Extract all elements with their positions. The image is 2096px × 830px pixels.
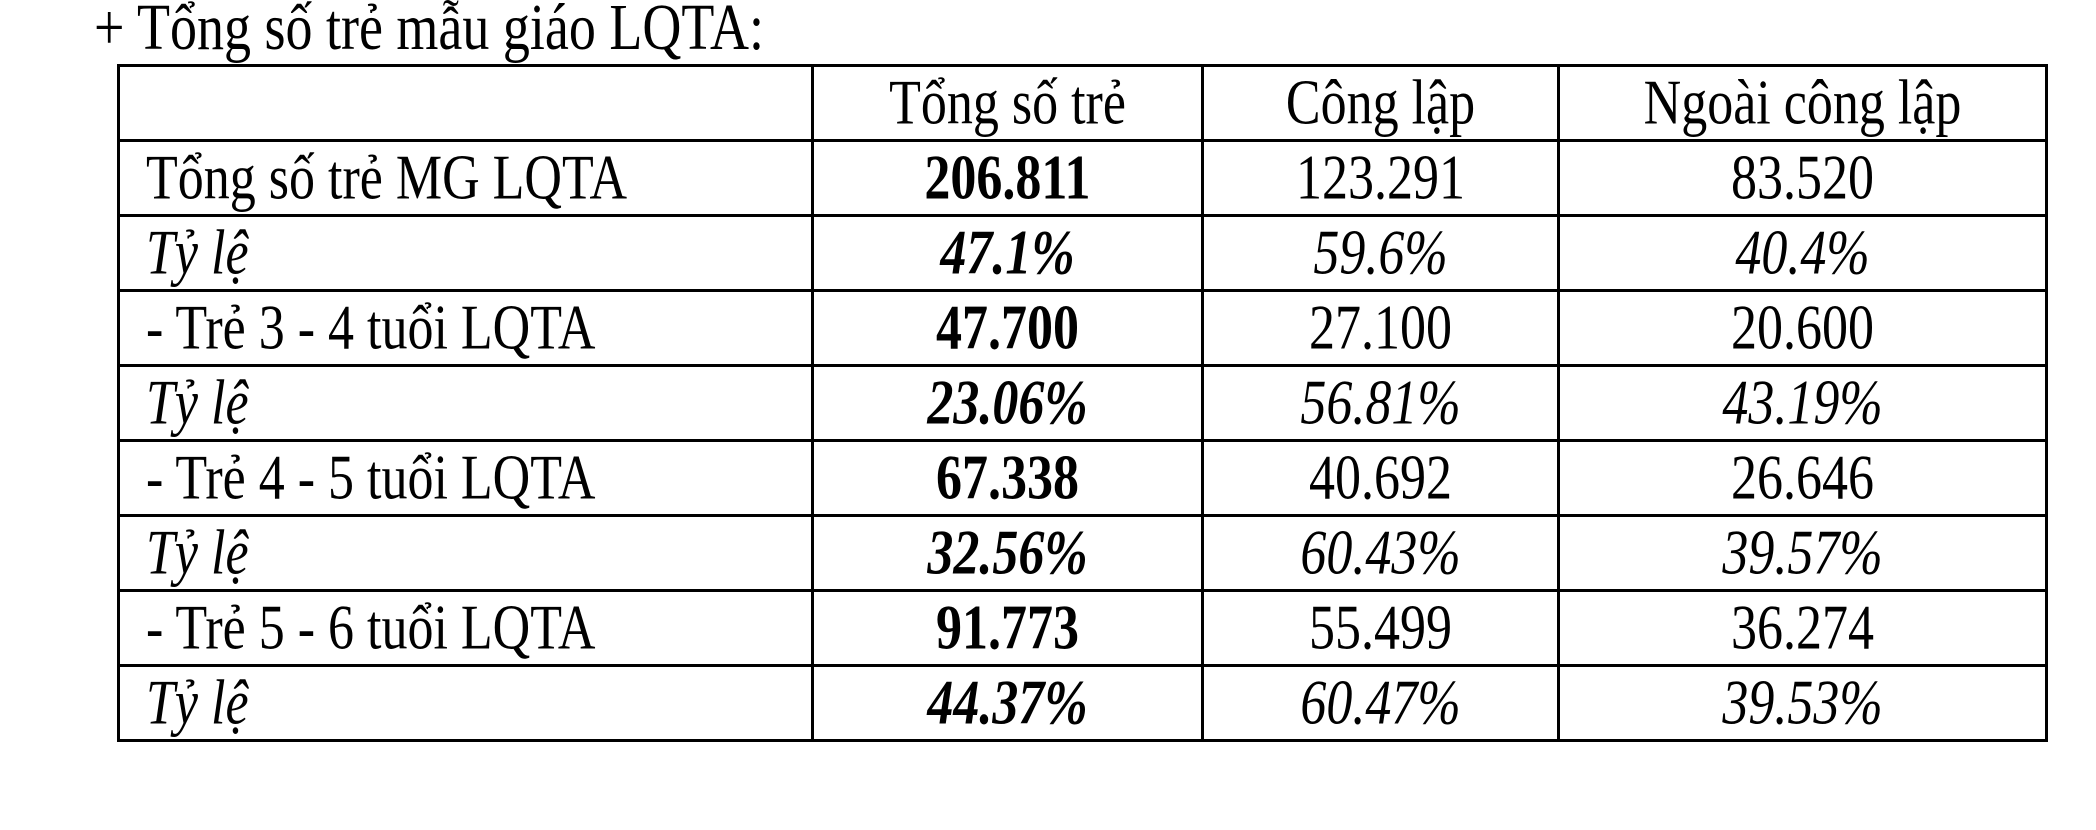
row-label-cell: Tỷ lệ	[117, 214, 814, 292]
public-cell: 59.6%	[1201, 214, 1560, 292]
row-label-cell: - Trẻ 3 - 4 tuổi LQTA	[117, 289, 814, 367]
public-value: 60.43%	[1300, 518, 1461, 588]
public-cell: 40.692	[1201, 439, 1560, 517]
row-label: - Trẻ 4 - 5 tuổi LQTA	[146, 443, 596, 513]
row-label-cell: Tỷ lệ	[117, 364, 814, 442]
nonpublic-cell: 26.646	[1557, 439, 2048, 517]
total-cell: 47.700	[811, 289, 1204, 367]
row-label-cell: Tỷ lệ	[117, 514, 814, 592]
total-value: 206.811	[924, 143, 1091, 213]
nonpublic-value: 39.53%	[1722, 668, 1883, 738]
total-cell: 206.811	[811, 139, 1204, 217]
public-cell: 123.291	[1201, 139, 1560, 217]
table-row: - Trẻ 5 - 6 tuổi LQTA 91.773 55.499 36.2…	[117, 589, 2048, 667]
total-value: 32.56%	[927, 518, 1088, 588]
public-cell: 55.499	[1201, 589, 1560, 667]
row-label-cell: - Trẻ 4 - 5 tuổi LQTA	[117, 439, 814, 517]
table-row: - Trẻ 4 - 5 tuổi LQTA 67.338 40.692 26.6…	[117, 439, 2048, 517]
nonpublic-value: 43.19%	[1722, 368, 1883, 438]
header-empty-cell	[117, 64, 814, 142]
total-cell: 91.773	[811, 589, 1204, 667]
table-row: Tỷ lệ 23.06% 56.81% 43.19%	[117, 364, 2048, 442]
row-label: - Trẻ 5 - 6 tuổi LQTA	[146, 593, 596, 663]
section-title-text: + Tổng số trẻ mẫu giáo LQTA:	[94, 0, 765, 64]
row-label: - Trẻ 3 - 4 tuổi LQTA	[146, 293, 596, 363]
public-value: 123.291	[1296, 143, 1465, 213]
total-cell: 67.338	[811, 439, 1204, 517]
header-total-cell: Tổng số trẻ	[811, 64, 1204, 142]
row-label: Tỷ lệ	[146, 218, 249, 288]
row-label-cell: - Trẻ 5 - 6 tuổi LQTA	[117, 589, 814, 667]
nonpublic-cell: 39.53%	[1557, 664, 2048, 742]
table-row: Tỷ lệ 32.56% 60.43% 39.57%	[117, 514, 2048, 592]
row-label-cell: Tỷ lệ	[117, 664, 814, 742]
public-value: 40.692	[1309, 443, 1452, 513]
nonpublic-value: 20.600	[1731, 293, 1874, 363]
table-row: Tỷ lệ 47.1% 59.6% 40.4%	[117, 214, 2048, 292]
nonpublic-value: 40.4%	[1735, 218, 1870, 288]
lqta-summary-table: Tổng số trẻ Công lập Ngoài công lập Tổng…	[117, 64, 2048, 742]
public-value: 56.81%	[1300, 368, 1461, 438]
nonpublic-value: 26.646	[1731, 443, 1874, 513]
section-title: + Tổng số trẻ mẫu giáo LQTA:	[94, 0, 764, 64]
public-value: 55.499	[1309, 593, 1452, 663]
public-cell: 56.81%	[1201, 364, 1560, 442]
row-label: Tổng số trẻ MG LQTA	[146, 143, 628, 213]
total-value: 67.338	[936, 443, 1079, 513]
nonpublic-cell: 83.520	[1557, 139, 2048, 217]
row-label: Tỷ lệ	[146, 368, 249, 438]
nonpublic-value: 83.520	[1731, 143, 1874, 213]
row-label: Tỷ lệ	[146, 668, 249, 738]
total-value: 47.700	[936, 293, 1079, 363]
nonpublic-value: 36.274	[1731, 593, 1874, 663]
header-public-label: Công lập	[1285, 68, 1476, 138]
total-cell: 32.56%	[811, 514, 1204, 592]
nonpublic-cell: 20.600	[1557, 289, 2048, 367]
nonpublic-cell: 40.4%	[1557, 214, 2048, 292]
header-total-label: Tổng số trẻ	[889, 68, 1126, 138]
total-value: 23.06%	[927, 368, 1088, 438]
row-label-cell: Tổng số trẻ MG LQTA	[117, 139, 814, 217]
total-value: 47.1%	[940, 218, 1075, 288]
header-nonpublic-cell: Ngoài công lập	[1557, 64, 2048, 142]
total-cell: 23.06%	[811, 364, 1204, 442]
nonpublic-cell: 39.57%	[1557, 514, 2048, 592]
nonpublic-cell: 43.19%	[1557, 364, 2048, 442]
table-row: Tỷ lệ 44.37% 60.47% 39.53%	[117, 664, 2048, 742]
table-header-row: Tổng số trẻ Công lập Ngoài công lập	[117, 64, 2048, 142]
total-value: 44.37%	[927, 668, 1088, 738]
public-cell: 60.47%	[1201, 664, 1560, 742]
nonpublic-cell: 36.274	[1557, 589, 2048, 667]
header-nonpublic-label: Ngoài công lập	[1643, 68, 1962, 138]
total-value: 91.773	[936, 593, 1079, 663]
table-row: - Trẻ 3 - 4 tuổi LQTA 47.700 27.100 20.6…	[117, 289, 2048, 367]
public-value: 27.100	[1309, 293, 1452, 363]
public-value: 59.6%	[1313, 218, 1448, 288]
total-cell: 44.37%	[811, 664, 1204, 742]
nonpublic-value: 39.57%	[1722, 518, 1883, 588]
row-label: Tỷ lệ	[146, 518, 249, 588]
public-cell: 27.100	[1201, 289, 1560, 367]
total-cell: 47.1%	[811, 214, 1204, 292]
header-public-cell: Công lập	[1201, 64, 1560, 142]
public-value: 60.47%	[1300, 668, 1461, 738]
table-row: Tổng số trẻ MG LQTA 206.811 123.291 83.5…	[117, 139, 2048, 217]
public-cell: 60.43%	[1201, 514, 1560, 592]
